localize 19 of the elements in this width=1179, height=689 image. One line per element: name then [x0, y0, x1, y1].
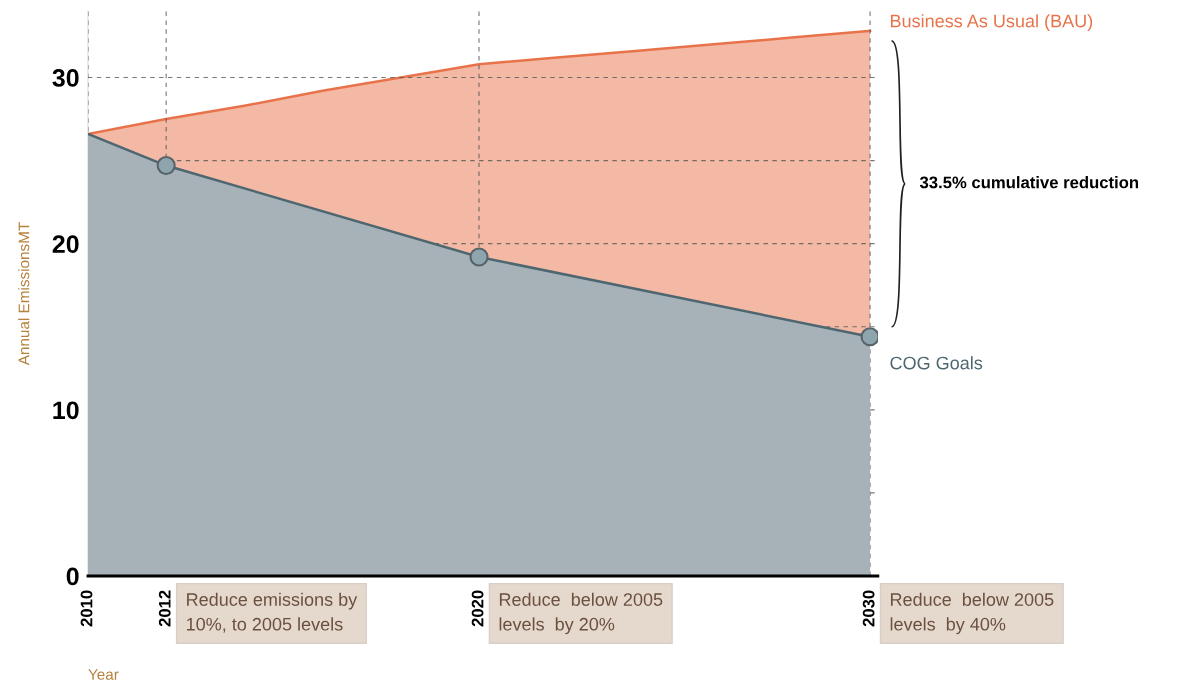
point — [469, 247, 489, 267]
x-tick-label: 2010 — [80, 590, 93, 627]
series-label: COG Goals — [890, 356, 983, 370]
y-tick-label: 10 — [53, 401, 79, 420]
y-axis-title: Annual EmissionsMT — [18, 222, 30, 366]
text: Reduce below 2005 levels by 40% — [890, 592, 1054, 635]
x-tick-label: 2030 — [862, 590, 875, 627]
text: 33.5% cumulative reduction — [919, 176, 1139, 189]
point — [156, 156, 176, 176]
x-axis-title: Year — [88, 669, 119, 680]
x-tick-label: 2020 — [471, 590, 484, 627]
y-tick-label: 30 — [52, 69, 79, 87]
y-tick-label: 0 — [66, 567, 79, 586]
x-tick-label: 2012 — [158, 590, 171, 627]
text: Reduce emissions by 10%, to 2005 levels — [186, 592, 358, 633]
text: Reduce below 2005 levels by 20% — [499, 592, 663, 635]
series-label: Business As Usual (BAU) — [890, 14, 1093, 31]
y-tick-label: 20 — [52, 235, 79, 253]
point — [860, 327, 878, 347]
